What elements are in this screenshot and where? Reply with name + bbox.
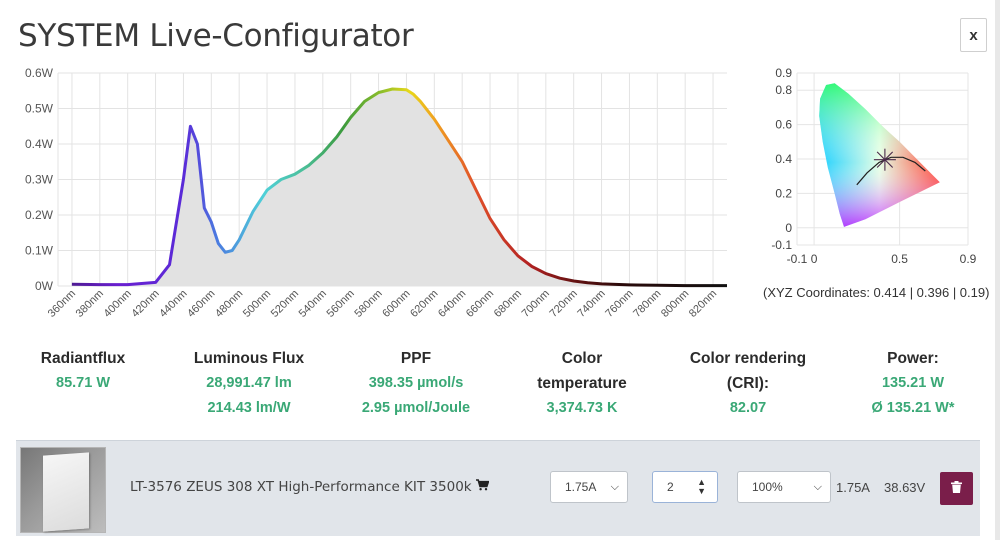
x-tick-label: 700nm [520, 288, 552, 320]
product-name[interactable]: LT-3576 ZEUS 308 XT High-Performance KIT… [130, 479, 490, 495]
y-tick-label: 0.9 [775, 66, 792, 80]
led-panel-image [43, 452, 89, 532]
chevron-down-icon: ⌵ [610, 481, 619, 493]
metric-ppf: PPF 398.35 µmol/s 2.95 µmol/Joule [336, 346, 496, 421]
y-tick-label: 0.4 [775, 152, 792, 166]
x-tick-label: 560nm [325, 288, 357, 320]
metric-value: 3,374.73 K [546, 400, 618, 416]
x-tick-label: 640nm [436, 288, 468, 320]
metric-value: 28,991.47 lm [206, 375, 292, 391]
x-tick-label: 380nm [74, 288, 106, 320]
product-row: LT-3576 ZEUS 308 XT High-Performance KIT… [16, 440, 980, 536]
x-tick-label: 480nm [213, 288, 245, 320]
delete-button[interactable] [940, 472, 973, 505]
dimming-select-value: 100% [752, 480, 783, 494]
y-tick-label: 0.4W [25, 137, 54, 151]
metric-value: 135.21 W [881, 375, 945, 391]
x-tick-label: 440nm [157, 288, 189, 320]
spectrum-line [71, 87, 727, 288]
metric-label: Color temperature [537, 350, 627, 392]
spectrum-chart: 0W0.1W0.2W0.3W0.4W0.5W0.6W 360nm380nm400… [25, 66, 727, 320]
metric-luminous-flux: Luminous Flux 28,991.47 lm 214.43 lm/W [174, 346, 324, 421]
page-title: SYSTEM Live-Configurator [18, 18, 414, 54]
x-tick-label: 460nm [185, 288, 217, 320]
x-tick-label: 660nm [464, 288, 496, 320]
current-select-value: 1.75A [565, 480, 597, 494]
metric-value: 82.07 [729, 400, 767, 416]
x-tick-label: 0.5 [891, 252, 908, 266]
x-tick-label: 400nm [102, 288, 134, 320]
x-tick-label: 520nm [269, 288, 301, 320]
y-tick-label: 0.6 [775, 118, 792, 132]
x-tick-label: 500nm [241, 288, 273, 320]
metric-label: PPF [400, 350, 432, 367]
metric-radiantflux: Radiantflux 85.71 W [22, 346, 144, 396]
x-tick-label: 0.9 [960, 252, 977, 266]
spectrum-area [71, 89, 727, 286]
current-select[interactable]: 1.75A ⌵ [550, 471, 628, 503]
metric-label: Radiantflux [40, 350, 126, 367]
quantity-value[interactable]: 2 [667, 480, 674, 494]
product-thumbnail[interactable] [20, 447, 106, 533]
quantity-stepper[interactable]: 2 ▲ ▼ [652, 471, 718, 503]
metric-value: 398.35 µmol/s [368, 375, 464, 391]
trash-icon [951, 480, 962, 498]
y-tick-label: 0.2 [775, 186, 792, 200]
xyz-coordinates: (XYZ Coordinates: 0.414 | 0.396 | 0.19) [763, 285, 990, 300]
dimming-select[interactable]: 100% ⌵ [737, 471, 831, 503]
voltage-value: 38.63V [884, 480, 926, 495]
x-tick-label: 600nm [380, 288, 412, 320]
y-tick-label: 0.1W [25, 244, 54, 258]
y-tick-label: 0W [35, 279, 54, 293]
spinner-arrows-icon[interactable]: ▲ ▼ [697, 477, 706, 496]
x-tick-label: 740nm [575, 288, 607, 320]
y-tick-label: 0.8 [775, 83, 792, 97]
metric-value: 2.95 µmol/Joule [361, 400, 471, 416]
y-tick-label: 0 [785, 221, 792, 235]
metric-value: Ø 135.21 W* [871, 400, 955, 416]
cie-diagram: 0.90.80.60.40.20-0.1 -0.1 0 0.5 0.9 [771, 66, 977, 266]
marker-stroke [876, 151, 894, 168]
y-tick-label: 0.3W [25, 173, 54, 187]
metric-label: Color rendering (CRI): [689, 350, 807, 392]
x-tick-label: 760nm [603, 288, 635, 320]
x-tick-label: 820nm [687, 288, 719, 320]
x-tick-label: 0 [811, 252, 818, 266]
planckian-locus [856, 156, 926, 186]
metric-value: 214.43 lm/W [207, 400, 291, 416]
x-tick-label: -0.1 [787, 252, 808, 266]
metric-power: Power: 135.21 W Ø 135.21 W* [854, 346, 972, 421]
x-tick-label: 420nm [129, 288, 161, 320]
y-tick-label: -0.1 [771, 238, 792, 252]
scrollbar-track[interactable] [995, 0, 1000, 540]
metric-label: Power: [887, 350, 939, 367]
metric-color-temperature: Color temperature 3,374.73 K [516, 346, 648, 421]
current-value: 1.75A [836, 480, 870, 495]
y-tick-label: 0.5W [25, 102, 54, 116]
metric-label: Luminous Flux [193, 350, 305, 367]
metric-cri: Color rendering (CRI): 82.07 [672, 346, 824, 421]
metric-value: 85.71 W [56, 375, 110, 391]
x-tick-label: 580nm [352, 288, 384, 320]
y-tick-label: 0.6W [25, 66, 54, 80]
chromaticity-marker [873, 148, 896, 171]
y-tick-label: 0.2W [25, 208, 54, 222]
cie-locus-shading [819, 83, 940, 227]
x-tick-label: 620nm [408, 288, 440, 320]
x-tick-label: 720nm [548, 288, 580, 320]
product-name-text[interactable]: LT-3576 ZEUS 308 XT High-Performance KIT… [130, 479, 472, 495]
shopping-cart-icon[interactable] [475, 479, 490, 495]
chevron-down-icon: ⌵ [813, 481, 822, 493]
x-tick-label: 680nm [492, 288, 524, 320]
x-tick-label: 540nm [297, 288, 329, 320]
x-tick-label: 780nm [631, 288, 663, 320]
x-tick-label: 800nm [659, 288, 691, 320]
close-button[interactable]: x [960, 18, 987, 52]
